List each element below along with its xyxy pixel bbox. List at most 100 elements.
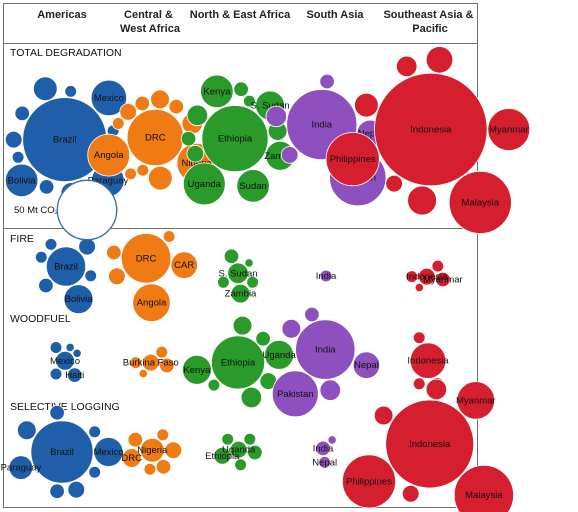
bubble-label: Ethiopia [221, 357, 256, 368]
bubble [414, 282, 424, 293]
bubble [246, 275, 259, 289]
bubble-cluster: DRC Angola CAR [106, 230, 198, 322]
bubble [49, 483, 65, 500]
bubble-label: Paraguay [1, 463, 42, 474]
bubble [396, 55, 418, 78]
bubble [229, 440, 248, 459]
bubble-label: Zambia [264, 151, 296, 162]
bubble-cluster: Mexico Haiti [49, 341, 84, 383]
region-header-americas: Americas [37, 9, 87, 21]
bubble [425, 46, 454, 74]
bubble [155, 345, 169, 359]
bubble [412, 331, 426, 345]
region-header-line: Pacific [412, 23, 447, 35]
bubble [8, 455, 34, 480]
bubble-label: Indonesia [409, 439, 451, 450]
bubble [425, 378, 448, 401]
bubble [243, 94, 256, 108]
bubble [134, 95, 151, 112]
bubble-label: Kenya [183, 365, 211, 376]
bubble-label: Nepal [312, 457, 337, 468]
bubble [119, 103, 137, 121]
bubble [453, 465, 514, 512]
bubble-label: Mexico [94, 93, 124, 104]
bubble-label: CAR [174, 260, 194, 271]
bubble-label: India [311, 120, 332, 131]
bubble-label: India [313, 443, 334, 454]
bubble-label: Malaysia [465, 490, 503, 501]
bubble-label: Sudan [239, 181, 266, 192]
bubble [66, 367, 83, 383]
bubble-label: Uganda [222, 445, 256, 456]
bubble [45, 246, 87, 287]
bubble [44, 238, 58, 251]
bubble-label: Indonesia [407, 356, 449, 367]
region-header-line: West Africa [120, 23, 181, 35]
bubble-label: Pakistan [277, 389, 313, 400]
region-header-line: Central & [124, 9, 173, 21]
bubble-label: Paraguay [88, 175, 129, 186]
bubble [217, 275, 230, 289]
bubble-label: Brazil [53, 135, 77, 146]
bubble [78, 237, 96, 256]
bubble [38, 179, 55, 195]
bubble [318, 456, 332, 469]
bubble [127, 432, 144, 448]
bubble-label: Haiti [65, 370, 84, 381]
bubble-label: Myanmar [423, 275, 463, 286]
bubble [201, 105, 269, 173]
bubble-label: Indonesia [410, 125, 452, 136]
bubble-label: Mexico [93, 447, 123, 458]
bubble [487, 108, 531, 151]
bubble [67, 480, 86, 499]
bubble [156, 428, 170, 442]
bubble-label: S. Sudan [218, 268, 257, 279]
bubble-cluster: Brazil Bolivia [34, 237, 97, 315]
bubble-cluster: Burkina Faso [123, 345, 179, 379]
bubble [164, 441, 183, 460]
bubble [281, 318, 302, 339]
bubble [431, 259, 445, 273]
bubble-label: Myanmar [456, 395, 496, 406]
bubble-cluster: India Pakistan Nepal [271, 306, 381, 418]
legend-label: 50 Mt CO₂ yr⁻¹ [14, 205, 77, 216]
bubble-cluster: S. Sudan Zambia [217, 248, 259, 304]
bubble [341, 454, 396, 509]
bubble-label: Ethiopia [205, 451, 240, 462]
bubble [148, 165, 173, 191]
bubble [155, 459, 172, 475]
region-header-line: Southeast Asia & [383, 9, 473, 21]
bubble-label: Ethiopia [218, 134, 253, 145]
bubble-cluster: India [316, 269, 337, 283]
bubble [319, 379, 342, 401]
bubble-label: Bolivia [65, 294, 94, 305]
bubble-label: Bolivia [8, 175, 37, 186]
bubble [448, 170, 512, 234]
legend-circle [56, 179, 118, 241]
panel-label-selective-logging: SELECTIVE LOGGING [10, 401, 120, 413]
bubble [456, 381, 495, 420]
bubble-cluster: Indonesia Malaysia Philippines Myanmar [325, 46, 531, 234]
bubble [170, 251, 198, 279]
bubble [106, 244, 122, 261]
bubble-label: Philippines [330, 154, 376, 165]
bubble [168, 98, 185, 115]
region-header-south-asia: South Asia [306, 9, 364, 21]
bubble [417, 267, 436, 286]
bubble [65, 342, 75, 352]
bubble [200, 74, 234, 109]
bubble-label: Mexico [50, 356, 80, 367]
region-headers: Americas Central & West Africa North & E… [37, 9, 473, 35]
bubble-label: Angola [137, 298, 167, 309]
bubble [352, 351, 381, 379]
bubble [232, 315, 253, 336]
bubble [120, 233, 172, 284]
bubble [180, 130, 197, 147]
bubble [138, 368, 148, 379]
bubble-label: Nepal [358, 128, 383, 139]
bubble [64, 85, 77, 98]
bubble [435, 271, 451, 288]
bubble-label: India [315, 345, 336, 356]
bubble [33, 76, 58, 101]
